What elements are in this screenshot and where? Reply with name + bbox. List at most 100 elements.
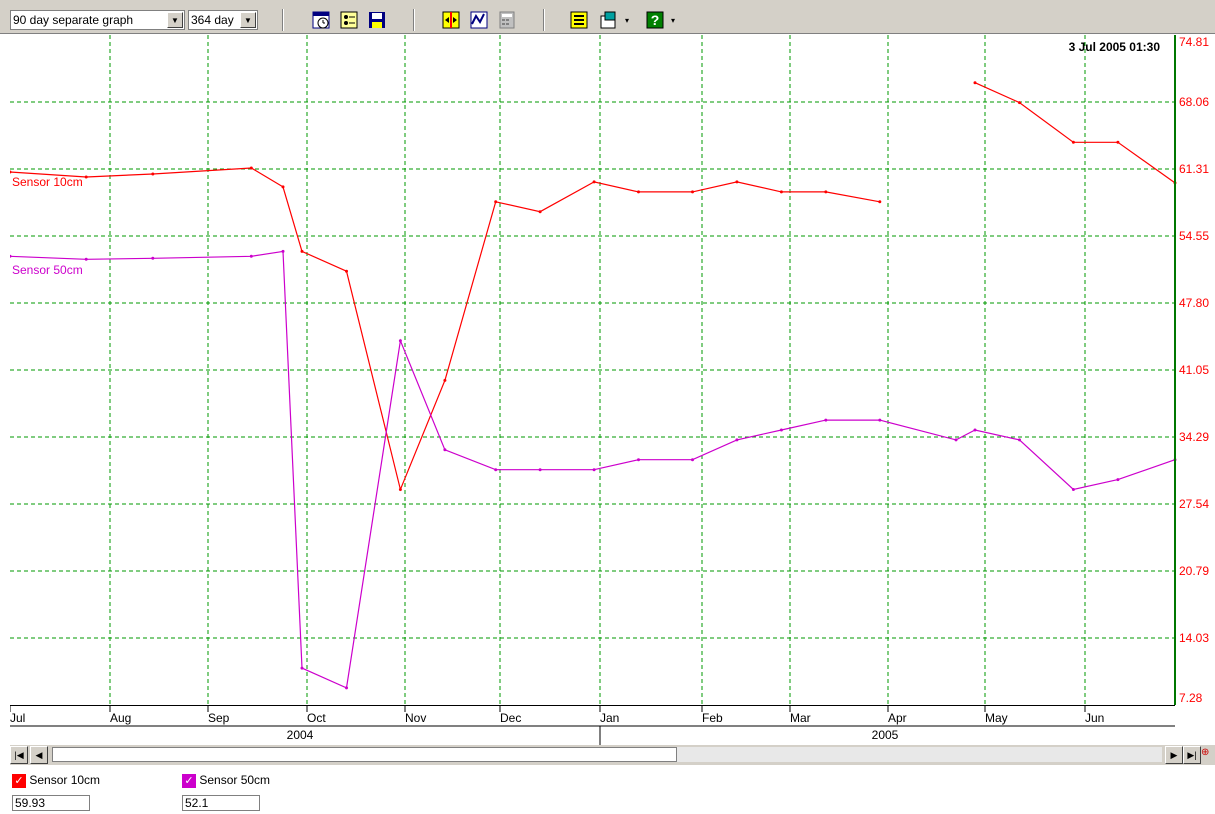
scroll-last-button[interactable]: ▶| bbox=[1183, 746, 1201, 764]
x-tick-label: Oct bbox=[307, 711, 326, 725]
legend-item-sensor-50cm[interactable]: ✓ Sensor 50cm 52.1 bbox=[182, 773, 270, 811]
series-line bbox=[10, 250, 1176, 689]
zoom-in-icon[interactable]: ⊕ bbox=[1201, 747, 1210, 758]
graph-type-value: 90 day separate graph bbox=[13, 13, 134, 27]
dropdown-arrow-icon[interactable]: ▼ bbox=[167, 12, 183, 28]
graph-type-select[interactable]: 90 day separate graph ▼ bbox=[10, 10, 185, 30]
toolbar-separator bbox=[413, 9, 415, 31]
data-point bbox=[973, 81, 977, 85]
data-point bbox=[151, 172, 155, 176]
calculator-icon[interactable] bbox=[496, 9, 518, 31]
data-point bbox=[824, 418, 828, 422]
data-point bbox=[637, 190, 640, 194]
data-point bbox=[398, 339, 402, 343]
data-point bbox=[735, 180, 739, 184]
data-point bbox=[538, 468, 542, 472]
data-point bbox=[84, 257, 88, 261]
data-point bbox=[637, 458, 640, 462]
clock-icon[interactable] bbox=[310, 9, 332, 31]
data-point bbox=[494, 200, 498, 204]
time-scrollbar[interactable]: |◀ ◀ ▶ ▶| ⊕ bbox=[10, 745, 1215, 765]
settings-icon[interactable] bbox=[338, 9, 360, 31]
data-point bbox=[1018, 101, 1021, 105]
x-tick-label: Feb bbox=[702, 711, 723, 725]
data-point bbox=[735, 438, 739, 442]
y-tick-label: 7.28 bbox=[1179, 691, 1203, 705]
y-tick-label: 20.79 bbox=[1179, 564, 1210, 578]
legend-value-field: 52.1 bbox=[182, 795, 260, 811]
data-point bbox=[878, 418, 882, 422]
y-tick-label: 14.03 bbox=[1179, 631, 1210, 645]
checkbox-icon[interactable]: ✓ bbox=[12, 773, 26, 788]
svg-text:?: ? bbox=[651, 12, 660, 28]
chart-plot-area[interactable]: 3 Jul 2005 01:30 Sensor 10cm Sensor 50cm bbox=[10, 35, 1177, 705]
data-point bbox=[1116, 478, 1120, 482]
data-point bbox=[878, 200, 882, 204]
toolbar: 90 day separate graph ▼ 364 day ▼ ▾ ? ▾ bbox=[0, 0, 1215, 34]
y-tick-label: 54.55 bbox=[1179, 229, 1210, 243]
data-point bbox=[398, 488, 402, 491]
help-dropdown-icon[interactable]: ▾ bbox=[670, 15, 675, 25]
split-icon[interactable] bbox=[440, 9, 462, 31]
data-point bbox=[973, 428, 977, 432]
data-point bbox=[300, 666, 304, 670]
legend-value-field: 59.93 bbox=[12, 795, 90, 811]
data-point bbox=[281, 185, 285, 189]
y-tick-label: 41.05 bbox=[1179, 363, 1210, 377]
list-icon[interactable] bbox=[568, 9, 590, 31]
x-tick-label: Jan bbox=[600, 711, 619, 725]
range-value: 364 day bbox=[191, 13, 234, 27]
x-tick-label: Jun bbox=[1085, 711, 1104, 725]
zoom-controls: ⊕ bbox=[1201, 747, 1215, 763]
x-tick-label: Sep bbox=[208, 711, 230, 725]
y-tick-label: 34.29 bbox=[1179, 430, 1210, 444]
data-point bbox=[824, 190, 828, 194]
legend-item-sensor-10cm[interactable]: ✓ Sensor 10cm 59.93 bbox=[12, 773, 101, 811]
scroll-track[interactable] bbox=[52, 747, 1162, 762]
data-point bbox=[494, 468, 498, 472]
scroll-thumb[interactable] bbox=[52, 747, 677, 762]
x-tick-label: Jul bbox=[10, 711, 25, 725]
export-dropdown-icon[interactable]: ▾ bbox=[624, 15, 629, 25]
x-tick-label: Aug bbox=[110, 711, 131, 725]
data-point bbox=[779, 428, 783, 432]
y-tick-label: 27.54 bbox=[1179, 497, 1210, 511]
checkbox-icon[interactable]: ✓ bbox=[182, 773, 196, 788]
y-tick-label: 68.06 bbox=[1179, 95, 1210, 109]
help-icon[interactable]: ? bbox=[644, 9, 666, 31]
data-point bbox=[691, 190, 694, 194]
x-tick-label: Dec bbox=[500, 711, 521, 725]
year-label-2004: 2004 bbox=[287, 728, 314, 742]
x-tick-label: Apr bbox=[888, 711, 907, 725]
data-point bbox=[443, 378, 447, 382]
data-point bbox=[84, 175, 88, 179]
x-axis: Jul Aug Sep Oct Nov Dec Jan Feb Mar Apr May Jun 200… bbox=[10, 705, 1175, 746]
scroll-prev-button[interactable]: ◀ bbox=[30, 746, 48, 764]
scroll-next-button[interactable]: ▶ bbox=[1165, 746, 1183, 764]
legend-label: Sensor 10cm bbox=[29, 773, 101, 787]
y-axis-labels: 74.81 68.06 61.31 54.55 47.80 41.05 34.29 27.54… bbox=[1177, 35, 1215, 705]
y-tick-label: 47.80 bbox=[1179, 296, 1210, 310]
series-line bbox=[10, 167, 880, 492]
range-select[interactable]: 364 day ▼ bbox=[188, 10, 258, 30]
chart-icon[interactable] bbox=[468, 9, 490, 31]
save-icon[interactable] bbox=[366, 9, 388, 31]
y-tick-label: 74.81 bbox=[1179, 35, 1210, 49]
dropdown-arrow-icon[interactable]: ▼ bbox=[240, 12, 256, 28]
data-point bbox=[779, 190, 783, 194]
data-point bbox=[345, 686, 348, 690]
chart-timestamp: 3 Jul 2005 01:30 bbox=[1069, 40, 1161, 54]
data-point bbox=[10, 254, 12, 258]
scroll-first-button[interactable]: |◀ bbox=[10, 746, 28, 764]
data-point bbox=[1018, 438, 1021, 442]
data-point bbox=[345, 269, 348, 273]
x-tick-label: Mar bbox=[790, 711, 811, 725]
export-icon[interactable] bbox=[598, 9, 620, 31]
data-point bbox=[954, 438, 958, 442]
data-point bbox=[1116, 140, 1120, 144]
data-point bbox=[281, 249, 285, 253]
data-point bbox=[443, 448, 447, 452]
series-label-sensor-10cm: Sensor 10cm bbox=[12, 175, 83, 189]
x-tick-label: Nov bbox=[405, 711, 426, 725]
grid-lines bbox=[10, 35, 1175, 705]
